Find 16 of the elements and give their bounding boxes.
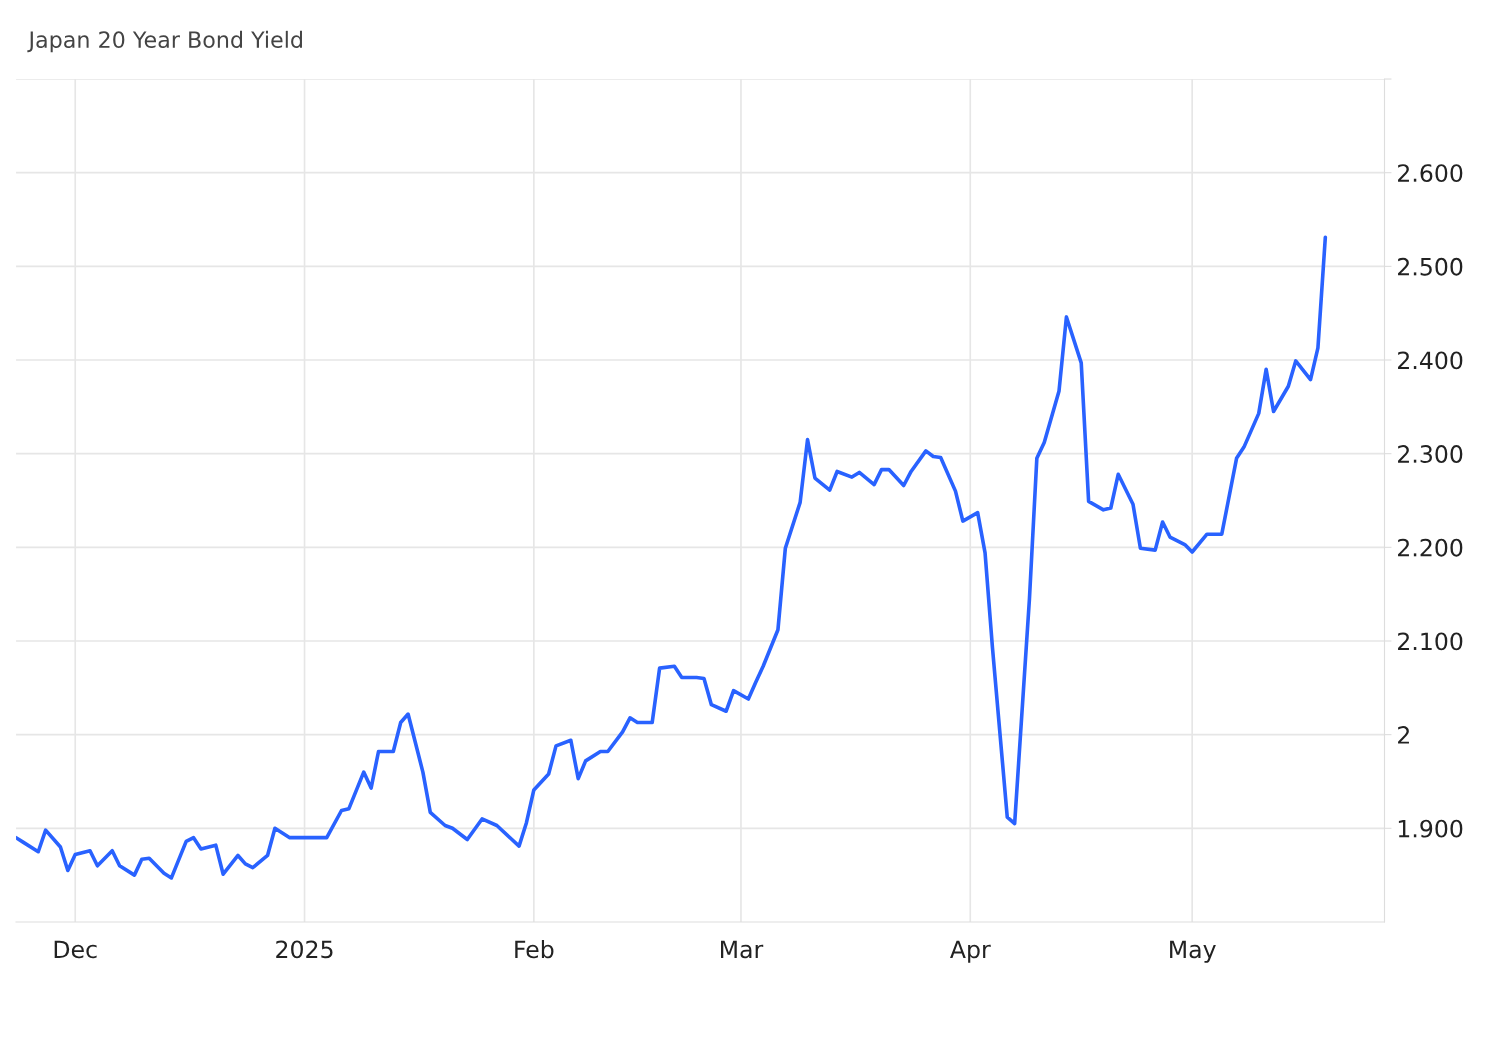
y-tick-label: 2.300 — [1398, 445, 1463, 463]
y-tick-label: 2.600 — [1398, 164, 1463, 182]
x-tick-label: Dec — [54, 940, 97, 959]
y-tick-label: 2.200 — [1398, 538, 1463, 557]
y-tick-label: 2.400 — [1398, 351, 1463, 370]
y-tick-label: 2.100 — [1398, 632, 1463, 651]
x-tick-label: 2025 — [276, 940, 333, 959]
y-tick-label: 2 — [1398, 726, 1409, 744]
x-tick-label: May — [1170, 940, 1216, 963]
x-tick-label: Apr — [950, 940, 991, 963]
line-series — [16, 235, 1328, 880]
y-tick-label: 1.900 — [1398, 819, 1463, 838]
x-tick-label: Feb — [515, 940, 554, 959]
chart-title: Japan 20 Year Bond Yield — [27, 30, 302, 53]
x-tick-label: Mar — [721, 940, 764, 959]
y-tick-label: 2.500 — [1398, 257, 1463, 276]
